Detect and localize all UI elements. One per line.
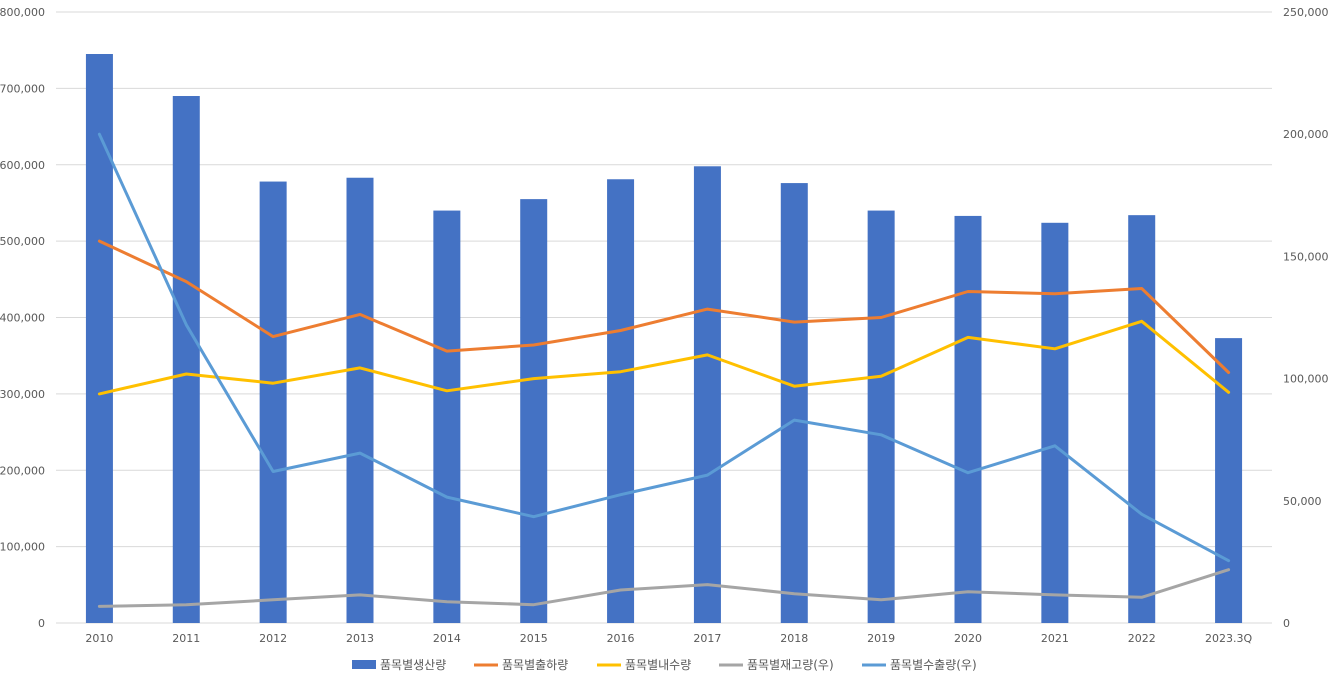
bar <box>172 96 200 623</box>
legend-swatch <box>352 660 376 669</box>
x-axis-tick-label: 2013 <box>346 632 374 645</box>
x-axis-tick-label: 2019 <box>867 632 895 645</box>
bar <box>433 210 461 623</box>
left-axis-tick-label: 100,000 <box>0 541 45 554</box>
line-series <box>97 132 1231 608</box>
right-axis-tick-label: 150,000 <box>1283 250 1329 263</box>
x-axis-tick-label: 2017 <box>693 632 721 645</box>
x-axis-tick-label: 2022 <box>1128 632 1156 645</box>
right-axis-tick-label: 50,000 <box>1283 495 1322 508</box>
bar <box>1215 338 1243 623</box>
right-axis-tick-label: 250,000 <box>1283 6 1329 19</box>
left-axis-tick-label: 300,000 <box>0 388 45 401</box>
bar <box>346 177 374 623</box>
bar <box>520 199 548 623</box>
x-axis-tick-label: 2010 <box>85 632 113 645</box>
x-axis-tick-label: 2014 <box>433 632 461 645</box>
left-axis-tick-label: 800,000 <box>0 6 45 19</box>
x-axis-tick-label: 2021 <box>1041 632 1069 645</box>
legend-label: 품목별수출량(우) <box>890 658 977 672</box>
bar <box>85 54 113 624</box>
grid-lines <box>56 11 1272 624</box>
x-axis-tick-label: 2015 <box>520 632 548 645</box>
x-axis-tick-label: 2020 <box>954 632 982 645</box>
legend-label: 품목별재고량(우) <box>747 658 834 672</box>
legend-label: 품목별생산량 <box>380 658 446 672</box>
x-axis-ticks: 2010 2011 2012 2013 2014 2015 2016 2017 2018 2019… <box>85 632 1252 645</box>
bar-series <box>85 54 1243 624</box>
legend-label: 품목별내수량 <box>625 658 691 672</box>
series-line <box>97 568 1231 608</box>
left-axis-tick-label: 600,000 <box>0 159 45 172</box>
bar <box>780 183 808 623</box>
x-axis-tick-label: 2016 <box>607 632 635 645</box>
left-axis-tick-label: 500,000 <box>0 235 45 248</box>
bar <box>1128 215 1156 623</box>
series-line <box>97 239 1231 374</box>
left-axis-tick-label: 0 <box>38 617 45 630</box>
bar <box>693 166 721 623</box>
series-line <box>97 132 1231 563</box>
left-axis-tick-label: 700,000 <box>0 82 45 95</box>
bar <box>259 181 287 624</box>
right-axis-tick-label: 0 <box>1283 617 1290 630</box>
left-axis-ticks: 0 100,000 200,000 300,000 400,000 500,000 600,… <box>0 6 45 630</box>
bar <box>867 210 895 623</box>
left-axis-tick-label: 200,000 <box>0 464 45 477</box>
x-axis-tick-label: 2011 <box>172 632 200 645</box>
left-axis-tick-label: 400,000 <box>0 312 45 325</box>
right-axis-tick-label: 100,000 <box>1283 373 1329 386</box>
bar <box>1041 222 1069 624</box>
right-axis-tick-label: 200,000 <box>1283 128 1329 141</box>
x-axis-tick-label: 2012 <box>259 632 287 645</box>
x-axis-tick-label: 2023.3Q <box>1205 632 1252 645</box>
series-line <box>97 319 1231 396</box>
legend: 품목별생산량 품목별출하량 품목별내수량 품목별재고량(우) 품목별수출량(우) <box>352 658 977 672</box>
right-axis-ticks: 0 50,000 100,000 150,000 200,000 250,000 <box>1283 6 1329 630</box>
legend-label: 품목별출하량 <box>502 658 568 672</box>
bar <box>607 179 635 624</box>
x-axis-tick-label: 2018 <box>780 632 808 645</box>
bar <box>954 215 982 623</box>
